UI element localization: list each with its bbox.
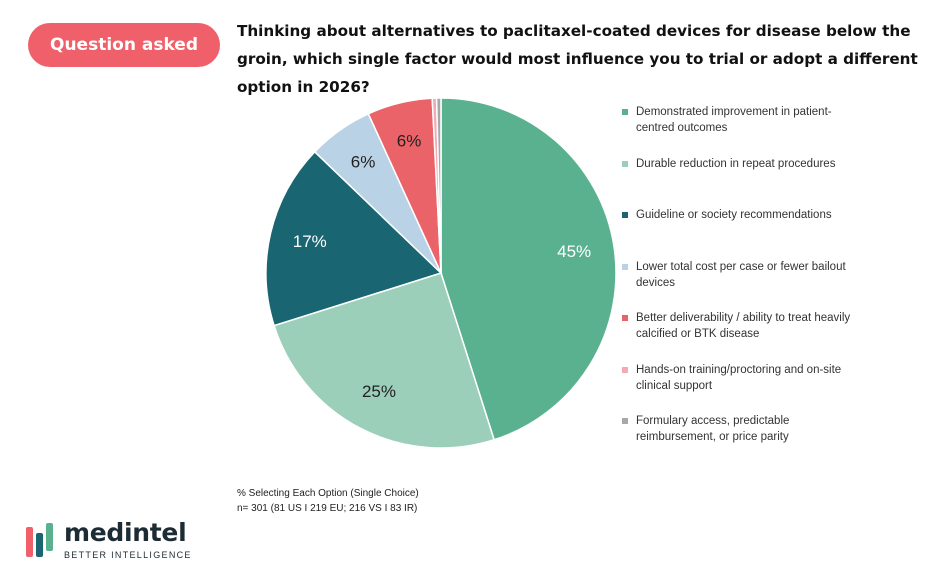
brand-tagline: BETTER INTELLIGENCE xyxy=(64,550,192,560)
pie-slice-0 xyxy=(440,97,617,441)
legend-item-2: Guideline or society recommendations xyxy=(622,207,922,223)
medintel-logo: medintel BETTER INTELLIGENCE xyxy=(26,518,196,564)
logo-mark-icon xyxy=(26,523,53,557)
legend-item-6: Formulary access, predictable reimbursem… xyxy=(622,413,922,445)
legend-swatch-icon xyxy=(622,263,628,270)
footnote-sample: n= 301 (81 US I 219 EU; 216 VS I 83 IR) xyxy=(237,503,418,514)
legend-item-5: Hands-on training/proctoring and on-site… xyxy=(622,362,922,394)
legend-item-0: Demonstrated improvement in patient-cent… xyxy=(622,104,922,136)
legend-swatch-icon xyxy=(622,212,628,218)
pie-data-label-0: 45% xyxy=(557,242,591,261)
question-badge: Question asked xyxy=(28,23,220,67)
question-title: Thinking about alternatives to paclitaxe… xyxy=(237,22,918,96)
legend-label: Hands-on training/proctoring and on-site… xyxy=(636,363,842,392)
footnote-measure: % Selecting Each Option (Single Choice) xyxy=(237,488,419,499)
legend-item-1: Durable reduction in repeat procedures xyxy=(622,156,922,172)
legend-swatch-icon xyxy=(622,315,628,321)
pie-slice-1 xyxy=(273,272,496,449)
legend-swatch-icon xyxy=(622,418,628,424)
legend-label: Lower total cost per case or fewer bailo… xyxy=(636,260,846,289)
legend-swatch-icon xyxy=(622,366,628,373)
legend-swatch-icon xyxy=(622,160,628,167)
legend-item-3: Lower total cost per case or fewer bailo… xyxy=(622,259,922,291)
legend-swatch-icon xyxy=(622,109,628,115)
legend-item-4: Better deliverability / ability to treat… xyxy=(622,310,922,342)
pie-data-label-3: 6% xyxy=(351,153,376,172)
legend-label: Demonstrated improvement in patient-cent… xyxy=(636,106,832,134)
footnote: % Selecting Each Option (Single Choice) … xyxy=(237,486,419,516)
legend-label: Formulary access, predictable reimbursem… xyxy=(636,415,790,443)
pie-data-label-4: 6% xyxy=(397,132,422,151)
pie-data-label-2: 17% xyxy=(293,232,327,251)
pie-slice-6 xyxy=(435,97,442,274)
legend-label: Durable reduction in repeat procedures xyxy=(636,157,836,170)
legend-label: Guideline or society recommendations xyxy=(636,209,832,221)
pie-slice-2 xyxy=(265,150,443,327)
pie-data-label-1: 25% xyxy=(362,382,396,401)
legend-label: Better deliverability / ability to treat… xyxy=(636,312,851,340)
brand-name: medintel xyxy=(64,518,187,547)
